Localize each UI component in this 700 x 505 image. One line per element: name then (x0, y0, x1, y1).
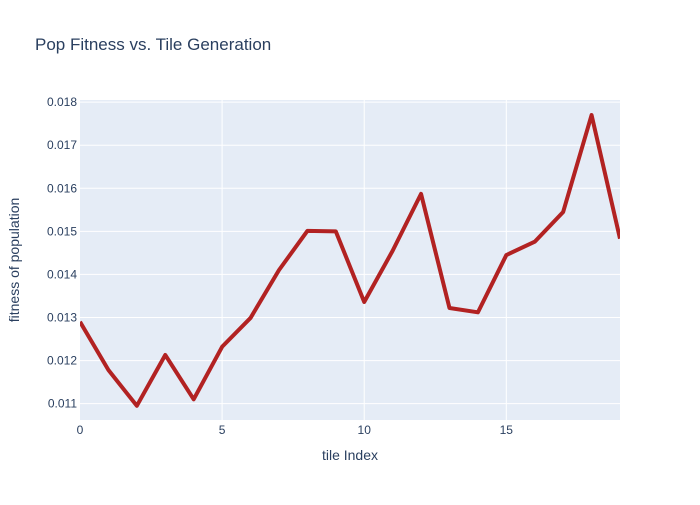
x-tick-label: 15 (500, 423, 514, 437)
x-tick-label: 5 (219, 423, 226, 437)
y-tick-label: 0.018 (47, 95, 77, 109)
y-tick-label: 0.014 (47, 267, 77, 281)
y-axis-title: fitness of population (6, 198, 22, 323)
y-tick-label: 0.017 (47, 138, 77, 152)
grid-lines (80, 100, 620, 420)
y-tick-label: 0.013 (47, 310, 77, 324)
y-tick-label: 0.016 (47, 181, 77, 195)
series-layer (80, 113, 620, 408)
y-axis-ticks: 0.011 0.012 0.013 0.014 0.015 0.016 0.017 0.018 (47, 95, 77, 410)
series-line (80, 113, 620, 408)
plot-area (80, 100, 620, 420)
y-tick-label: 0.012 (47, 354, 77, 368)
x-axis-ticks: 0 5 10 15 (77, 423, 514, 437)
x-axis-title: tile Index (322, 447, 378, 463)
chart-title: Pop Fitness vs. Tile Generation (35, 35, 271, 54)
x-tick-label: 10 (358, 423, 372, 437)
y-tick-label: 0.011 (48, 397, 77, 411)
y-tick-label: 0.015 (47, 224, 77, 238)
x-tick-label: 0 (77, 423, 84, 437)
